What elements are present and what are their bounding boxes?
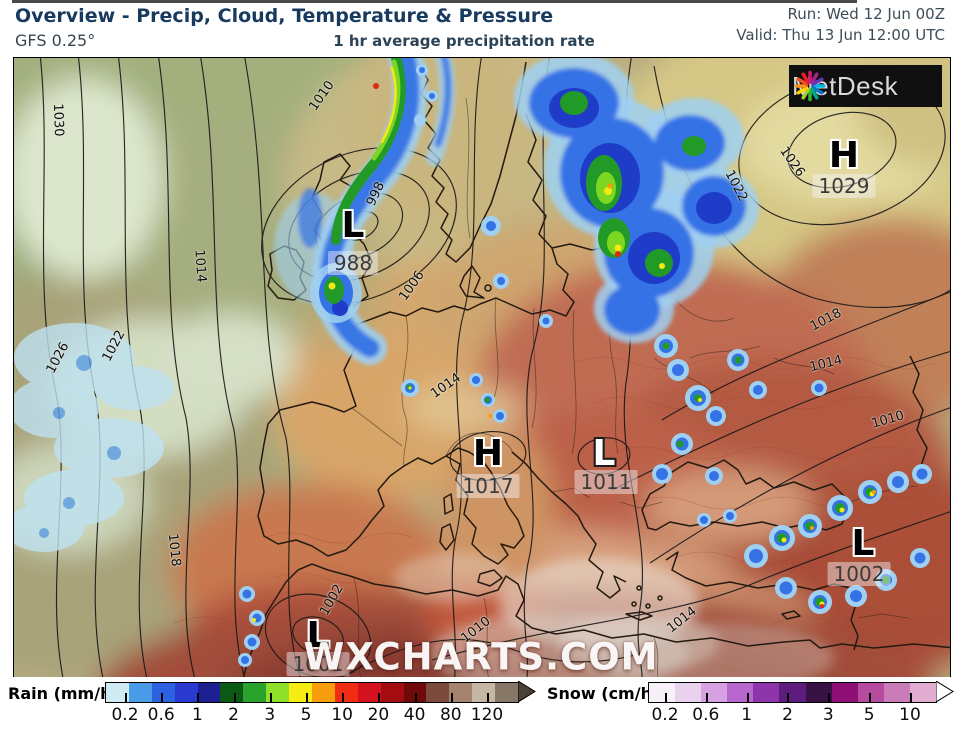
- legend-tick-label: 5: [300, 705, 312, 725]
- legend-tick: [869, 693, 872, 703]
- legend-tick-label: 10: [331, 705, 354, 725]
- legend-tick: [828, 693, 831, 703]
- precipitation: [14, 58, 932, 667]
- legend-color-segment: [334, 683, 358, 702]
- rain-scale-arrow: [518, 681, 536, 703]
- legend-tick-label: 40: [403, 705, 426, 725]
- legend-tick: [342, 693, 345, 703]
- legend-color-segment: [753, 683, 780, 702]
- weather-map: 1030 1010 1014 1026 1022 1018 998 1006 1014 1026 1…: [13, 57, 951, 679]
- pinwheel-spoke: [811, 86, 824, 95]
- legend-tick-label: 0.2: [651, 705, 679, 725]
- legend-color-segment: [197, 683, 221, 702]
- legend-tick-label: 10: [899, 705, 921, 725]
- top-edge-strip: [12, 0, 857, 3]
- legend-color-segment: [312, 683, 335, 702]
- pinwheel-spoke: [796, 86, 809, 95]
- legend-color-segment: [857, 683, 884, 702]
- snow-legend-label: Snow (cm/hr): [547, 684, 668, 703]
- legend-tick-label: 2: [228, 705, 240, 725]
- legend-color-segment: [403, 683, 427, 702]
- legend-color-segment: [357, 683, 381, 702]
- legend-tick: [487, 693, 489, 703]
- legend-tick: [269, 693, 272, 703]
- run-time-label: Run: Wed 12 Jun 00Z: [787, 5, 945, 23]
- pinwheel-spoke: [810, 72, 819, 85]
- legend-tick-label: 0.6: [147, 705, 175, 725]
- legend-color-segment: [449, 683, 473, 702]
- legend-color-segment: [909, 683, 937, 702]
- legend-tick: [665, 693, 667, 703]
- legend-color-segment: [151, 683, 175, 702]
- legend-tick-label: 1: [741, 705, 753, 725]
- legend-tick-label: 120: [470, 705, 504, 725]
- metdesk-logo: MetDesk: [789, 65, 942, 107]
- legend-tick-label: 5: [863, 705, 875, 725]
- legend-tick: [787, 693, 790, 703]
- legend-tick: [197, 693, 200, 703]
- legend-tick-label: 80: [439, 705, 462, 725]
- rain-color-scale: [105, 682, 519, 703]
- legend-tick: [378, 693, 381, 703]
- legend-tick: [705, 693, 708, 703]
- weather-map-art: [14, 58, 950, 678]
- legend-color-segment: [426, 683, 450, 702]
- legend-tick: [414, 693, 417, 703]
- legend-tick-label: 3: [264, 705, 276, 725]
- legend-tick: [306, 693, 308, 703]
- legend-color-segment: [380, 683, 404, 702]
- legend-color-segment: [675, 683, 702, 702]
- legend-color-segment: [831, 683, 858, 702]
- snow-color-scale: [648, 682, 937, 703]
- pinwheel-spoke: [801, 72, 810, 85]
- legend-color-segment: [779, 683, 806, 702]
- legend-color-segment: [106, 683, 129, 702]
- legend-tick-label: 0.2: [111, 705, 139, 725]
- legend-color-segment: [289, 683, 313, 702]
- valid-time-label: Valid: Thu 13 Jun 12:00 UTC: [736, 26, 945, 44]
- legend-tick-label: 3: [822, 705, 834, 725]
- legend-color-segment: [727, 683, 754, 702]
- legend-tick-label: 2: [782, 705, 793, 725]
- metdesk-pinwheel-icon: [794, 70, 826, 102]
- legend-color-segment: [174, 683, 198, 702]
- pinwheel-spoke: [796, 77, 809, 86]
- page-title: Overview - Precip, Cloud, Temperature & …: [15, 5, 554, 27]
- pinwheel-spoke: [810, 87, 819, 100]
- legend-color-segment: [649, 683, 676, 702]
- watermark: WXCHARTS.COM: [303, 635, 659, 679]
- rain-legend-label: Rain (mm/hr): [8, 684, 127, 703]
- legend-tick: [450, 693, 453, 703]
- legend-color-segment: [472, 683, 496, 702]
- legend-tick: [909, 693, 912, 703]
- legend-tick-label: 20: [367, 705, 390, 725]
- legend-color-segment: [266, 683, 290, 702]
- legend-color-segment: [805, 683, 832, 702]
- legend-tick-label: 1: [191, 705, 203, 725]
- legend-tick: [746, 693, 749, 703]
- model-label: GFS 0.25°: [15, 31, 96, 50]
- legend: Rain (mm/hr) 0.2 0.6 1 2 3 5 10 20 40 80 120 Snow …: [0, 677, 960, 736]
- pinwheel-spoke: [801, 87, 810, 100]
- parameter-subtitle: 1 hr average precipitation rate: [333, 32, 595, 50]
- legend-tick: [233, 693, 236, 703]
- snow-scale-arrow: [936, 681, 954, 703]
- legend-color-segment: [220, 683, 244, 702]
- legend-color-segment: [495, 683, 519, 702]
- legend-tick: [161, 693, 164, 703]
- legend-color-segment: [243, 683, 267, 702]
- country-borders: [351, 97, 919, 678]
- legend-tick-label: 0.6: [692, 705, 720, 725]
- legend-tick: [125, 693, 127, 703]
- legend-color-segment: [883, 683, 910, 702]
- legend-color-segment: [128, 683, 152, 702]
- pinwheel-spoke: [811, 77, 824, 86]
